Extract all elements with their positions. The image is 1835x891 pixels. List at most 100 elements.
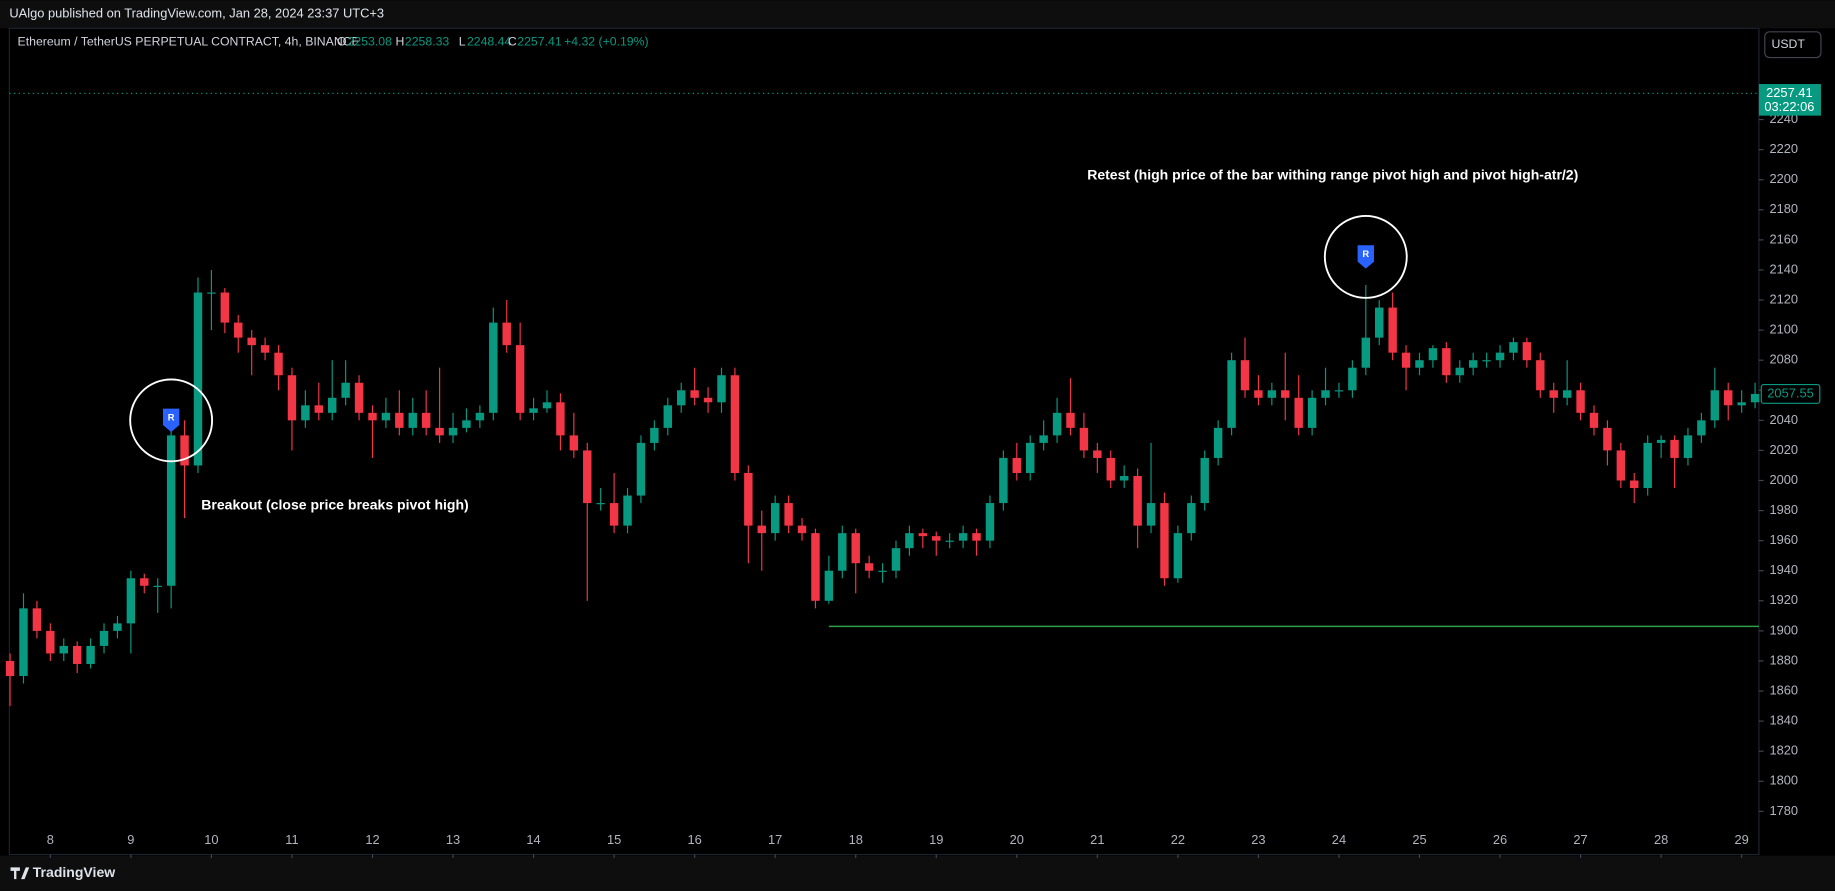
x-tick-label: 26 <box>1493 832 1507 847</box>
y-tick-label: 1820 <box>1769 743 1798 758</box>
candle-body <box>287 375 297 421</box>
candle-body <box>1737 402 1746 406</box>
candle-body <box>1294 397 1303 428</box>
bottom-bar <box>0 855 1835 891</box>
y-tick-label: 2140 <box>1769 261 1798 276</box>
x-tick-label: 27 <box>1573 832 1587 847</box>
symbol: Ethereum / TetherUS PERPETUAL CONTRACT, … <box>18 35 360 49</box>
publisher-line: UAlgo published on TradingView.com, Jan … <box>9 6 384 21</box>
y-tick-label: 2080 <box>1769 352 1798 367</box>
candle-body <box>583 450 592 504</box>
candle-body <box>1388 307 1397 353</box>
candle-body <box>1375 307 1384 338</box>
x-tick-label: 29 <box>1734 832 1748 847</box>
y-tick-label: 2120 <box>1769 291 1798 306</box>
y-tick-label: 1920 <box>1769 592 1798 607</box>
y-tick-label: 2200 <box>1769 171 1798 186</box>
candle-body <box>609 503 619 526</box>
candle-body <box>1039 435 1048 443</box>
currency[interactable]: USDT <box>1771 37 1805 51</box>
candle-body <box>207 292 216 294</box>
candle-body <box>489 322 498 413</box>
candle-body <box>784 503 793 526</box>
price-tag-value: 2257.41 <box>1766 85 1812 100</box>
highlight-circle <box>1323 215 1408 299</box>
x-tick-label: 13 <box>446 832 460 847</box>
currency-button[interactable] <box>1764 31 1822 59</box>
y-tick-label: 1940 <box>1769 562 1798 577</box>
candle-body <box>650 427 659 443</box>
legend-value: 2258.33 <box>405 35 450 49</box>
x-tick-label: 14 <box>526 832 540 847</box>
candle-body <box>932 536 941 541</box>
candle-body <box>1401 352 1411 368</box>
x-tick-label: 19 <box>929 832 943 847</box>
legend-value: 2257.41 <box>517 35 562 49</box>
y-tick-label: 1800 <box>1769 773 1798 788</box>
marker <box>162 408 180 433</box>
candle-body <box>663 405 673 428</box>
plot-area <box>8 27 1760 856</box>
candle-body <box>140 578 149 586</box>
x-tick-label: 17 <box>768 832 782 847</box>
candle-body <box>1281 390 1290 398</box>
legend-key: C <box>508 35 517 49</box>
candle-body <box>878 570 887 572</box>
y-tick-label: 1780 <box>1769 803 1798 818</box>
y-tick-label: 2040 <box>1769 412 1798 427</box>
candle-body <box>1093 450 1102 458</box>
candle-body <box>1240 360 1250 391</box>
candle-body <box>717 375 726 403</box>
candle-body <box>985 503 995 541</box>
candle-body <box>623 495 632 526</box>
candle-body <box>569 435 579 451</box>
candle-body <box>1536 360 1545 391</box>
candle-body <box>462 420 471 428</box>
candle-body <box>1455 367 1464 376</box>
candle-body <box>19 608 28 677</box>
x-tick-label: 20 <box>1010 832 1024 847</box>
candle-body <box>1724 390 1733 406</box>
candle-body <box>113 623 122 631</box>
candle-body <box>220 292 230 323</box>
candle-body <box>945 540 954 542</box>
candle-body <box>811 533 820 601</box>
x-tick-label: 18 <box>849 832 863 847</box>
candle-body <box>1213 427 1223 458</box>
y-tick-label: 2100 <box>1769 322 1798 337</box>
candle-body <box>838 533 847 571</box>
legend-value: 2248.44 <box>467 35 512 49</box>
candle-body <box>1549 390 1558 398</box>
candle-body <box>1307 397 1317 428</box>
candle-body <box>1442 348 1451 376</box>
y-tick-label: 2180 <box>1769 201 1798 216</box>
candle-body <box>864 563 874 571</box>
candle-body <box>770 503 780 534</box>
candle-body <box>1710 390 1720 421</box>
marker <box>1357 245 1374 269</box>
candle-body <box>1415 360 1424 368</box>
marker-label: R <box>1362 249 1369 259</box>
candle-body <box>381 412 391 421</box>
candle-body <box>99 630 109 646</box>
candle-body <box>5 660 15 677</box>
x-tick-label: 8 <box>47 832 54 847</box>
candle-body <box>1200 457 1209 504</box>
candle-body <box>1616 450 1626 481</box>
candle-body <box>1750 393 1760 403</box>
candle-body <box>1160 503 1169 579</box>
candle-body <box>502 322 511 346</box>
candle-body <box>448 427 458 436</box>
legend-key: O <box>337 35 347 49</box>
price-tag <box>1758 84 1821 116</box>
candle-body <box>1643 442 1652 489</box>
y-tick-label: 2220 <box>1769 141 1798 156</box>
candle-body <box>166 435 176 586</box>
candle-body <box>1334 390 1344 392</box>
y-tick-label: 2160 <box>1769 231 1798 246</box>
candle-body <box>274 352 283 376</box>
candle-body <box>757 525 766 534</box>
candle-body <box>958 533 968 541</box>
